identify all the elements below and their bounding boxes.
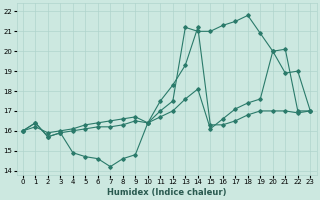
X-axis label: Humidex (Indice chaleur): Humidex (Indice chaleur)	[107, 188, 226, 197]
